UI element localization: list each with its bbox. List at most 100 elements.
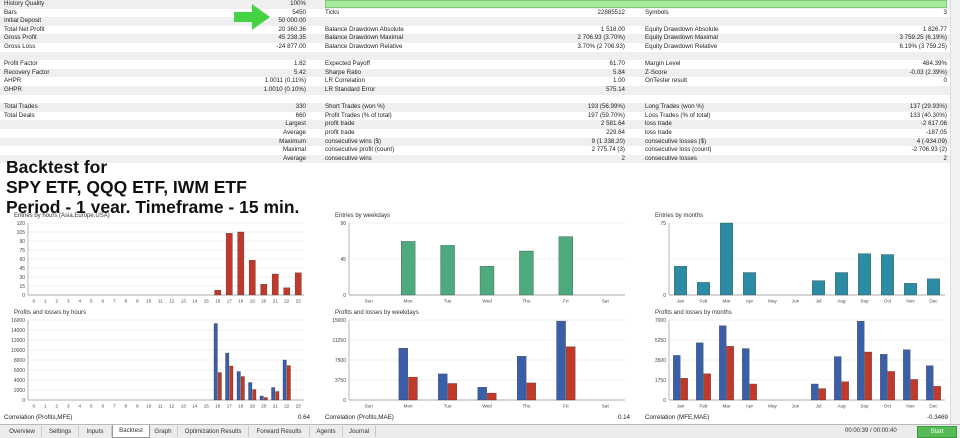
stat-label: Equity Drawdown Maximal — [645, 34, 718, 42]
stats-row: Total Deals 660 Profit Trades (% of total)… — [0, 112, 958, 121]
stat-value: 1 826.77 — [922, 25, 947, 33]
y-tick-label: 90 — [340, 221, 346, 227]
stat-value: 61.70 — [609, 60, 625, 68]
stat-label — [325, 52, 495, 61]
bar — [743, 272, 756, 296]
stats-row: Maximal consecutive profit (count) 2 775.7… — [0, 146, 958, 155]
y-tick-label: 1750 — [655, 378, 666, 384]
tab-journal[interactable]: Journal — [343, 426, 376, 437]
x-tick-label: Sep — [860, 299, 869, 304]
tab-overview[interactable]: Overview — [3, 426, 42, 437]
stat-value: 2 — [943, 154, 947, 162]
stat-label: Total Deals — [4, 111, 35, 119]
x-tick-label: Thu — [522, 299, 530, 304]
stat-value: 330 — [295, 103, 306, 111]
bar — [275, 391, 280, 401]
tab-settings[interactable]: Settings — [42, 426, 79, 437]
vertical-scrollbar[interactable] — [950, 0, 960, 424]
bar — [408, 376, 418, 401]
bar — [516, 356, 527, 401]
stat-value: 4 (-934.09) — [916, 137, 947, 145]
stat-value: 1.00 — [612, 77, 625, 85]
bar — [438, 373, 448, 401]
tab-agents[interactable]: Agents — [310, 426, 343, 437]
x-tick-label: Mar — [723, 299, 731, 304]
y-tick-label: 75 — [660, 221, 666, 227]
tab-inputs[interactable]: Inputs — [79, 426, 112, 437]
bar — [479, 266, 495, 296]
x-tick-label: 16 — [215, 299, 221, 304]
stat-value — [815, 86, 947, 95]
y-tick-label: 0 — [663, 398, 666, 404]
stat-label — [4, 95, 154, 104]
x-tick-label: 22 — [284, 299, 290, 304]
stat-label — [4, 138, 154, 147]
stat-label: consecutive losses — [645, 154, 697, 162]
stat-label: Balance Drawdown Absolute — [325, 25, 404, 33]
bar — [926, 365, 934, 401]
bar — [283, 287, 291, 296]
y-tick-label: 30 — [19, 275, 25, 281]
tab-forward-results[interactable]: Forward Results — [249, 426, 310, 437]
bar — [263, 397, 268, 401]
stat-label: Balance Drawdown Relative — [325, 43, 403, 50]
bar — [398, 348, 408, 401]
stat-value: Maximal — [282, 146, 306, 154]
x-tick-label: Tue — [444, 299, 452, 304]
bar — [282, 359, 287, 401]
bar — [864, 351, 872, 401]
stat-value: 484.39% — [922, 60, 947, 68]
x-tick-label: Oct — [884, 404, 892, 409]
x-tick-label: 9 — [136, 404, 139, 409]
stat-label: AHPR — [4, 77, 22, 85]
start-button[interactable]: Start — [917, 426, 957, 438]
x-tick-label: 4 — [78, 404, 81, 409]
stat-label: Loss Trades (% of total) — [645, 111, 711, 119]
stat-value: 1.0010 (0.10%) — [263, 86, 306, 93]
x-tick-label: 4 — [78, 299, 81, 304]
bar — [400, 241, 416, 296]
stat-value: Maximum — [279, 137, 306, 145]
bar — [248, 382, 253, 401]
y-tick-label: 0 — [22, 293, 25, 299]
x-tick-label: Sun — [365, 404, 374, 409]
stat-value: 193 (56.99%) — [587, 103, 625, 111]
stats-row: Largest profit trade 2 581.64 loss trade -2 … — [0, 120, 958, 129]
correlation-value: -0.3469 — [927, 414, 948, 421]
x-tick-label: Jun — [792, 299, 800, 304]
x-tick-label: 14 — [192, 404, 198, 409]
tab-optimization-results[interactable]: Optimization Results — [178, 426, 249, 437]
x-tick-label: 21 — [273, 299, 279, 304]
stat-label: consecutive loss (count) — [645, 146, 712, 154]
stat-label: History Quality — [4, 0, 45, 7]
x-tick-label: Oct — [884, 299, 892, 304]
y-tick-label: 0 — [343, 398, 346, 404]
chart-panel: Profits and losses by hours 16000 14000 120… — [4, 310, 310, 410]
tab-backtest[interactable]: Backtest — [112, 425, 150, 438]
stat-value: 2 581.64 — [600, 120, 625, 128]
stat-label: Profit Trades (% of total) — [325, 111, 392, 119]
chart-title: Entries by weekdays — [335, 213, 391, 219]
tab-graph[interactable]: Graph — [149, 426, 178, 437]
stats-row: Maximum consecutive wins ($) 9 (1 338.20) c… — [0, 137, 958, 147]
stat-value: 50 000.00 — [278, 17, 306, 25]
bar — [252, 389, 257, 401]
chart-panel: Profits and losses by weekdays 15000 11250… — [325, 310, 631, 410]
x-tick-label: 8 — [124, 299, 127, 304]
bar — [749, 383, 757, 401]
stat-label — [325, 95, 495, 104]
chart-panel: Profits and losses by months 7000 5250 3500… — [645, 310, 951, 410]
stat-label: Sharpe Ratio — [325, 68, 362, 76]
stat-value — [815, 17, 947, 26]
stat-value: 20 360.36 — [278, 25, 306, 33]
bar — [697, 282, 710, 296]
y-tick-label: 3500 — [655, 358, 666, 364]
bar — [259, 395, 264, 401]
stat-value: 2 775.74 (3) — [591, 146, 625, 154]
bar — [271, 387, 276, 401]
stat-label: loss trade — [645, 120, 672, 128]
stat-value: Largest — [285, 120, 306, 128]
stat-label: Bars — [4, 8, 17, 16]
stat-label: loss trade — [645, 129, 672, 136]
chart-panel: Entries by months 75 0 Jan Feb Mar Apr May Jun Ju… — [645, 213, 951, 305]
